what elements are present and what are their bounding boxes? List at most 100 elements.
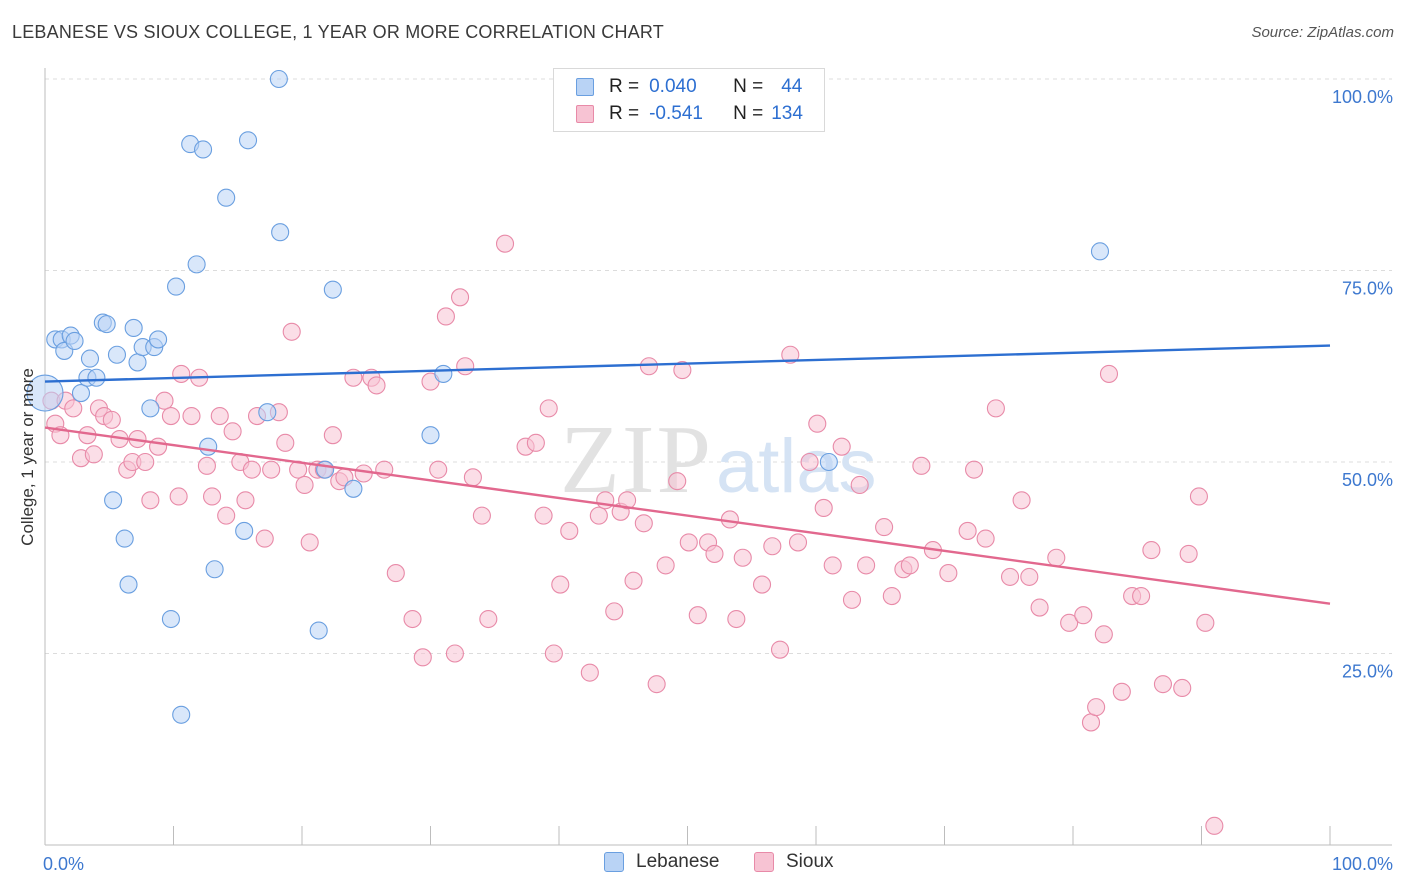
axes xyxy=(44,68,1392,846)
sioux-trend-line xyxy=(44,426,1331,605)
sioux-point xyxy=(679,533,698,552)
series-legend: Lebanese Sioux xyxy=(0,851,1406,877)
sioux-point xyxy=(605,602,624,621)
sioux-point xyxy=(842,590,862,609)
sioux-point xyxy=(64,399,83,418)
y-tick-label: 25.0% xyxy=(1342,662,1393,682)
sioux-point xyxy=(1189,487,1208,506)
sioux-point xyxy=(386,564,405,583)
sioux-point xyxy=(1142,541,1161,560)
lebanese-point xyxy=(167,277,186,296)
sioux-point xyxy=(781,345,800,364)
sioux-point xyxy=(800,452,819,472)
sioux-point xyxy=(429,460,448,479)
sioux-point xyxy=(580,663,599,682)
lebanese-point xyxy=(115,529,134,548)
lebanese-point xyxy=(187,255,206,274)
sioux-point xyxy=(526,433,545,452)
source-label: Source: ZipAtlas.com xyxy=(1251,24,1394,41)
x-tick-label-right: 100.0% xyxy=(1332,854,1393,874)
sioux-point xyxy=(323,426,342,445)
sioux-point xyxy=(300,533,319,552)
sioux-point xyxy=(900,556,919,575)
legend-item-lebanese[interactable]: Lebanese xyxy=(604,851,719,873)
y-axis-label: College, 1 year or more xyxy=(18,368,37,546)
sioux-point xyxy=(354,464,373,483)
y-tick-label: 50.0% xyxy=(1342,470,1393,490)
lebanese-point xyxy=(124,318,143,338)
legend-row-lebanese: R = 0.040 N = 44 xyxy=(576,75,802,99)
sioux-point xyxy=(986,399,1005,418)
trend-lines xyxy=(44,344,1331,605)
sioux-point xyxy=(634,514,653,533)
sioux-point xyxy=(1020,567,1039,586)
sioux-point xyxy=(84,445,103,464)
lebanese-point xyxy=(71,384,91,403)
sioux-point xyxy=(479,609,498,629)
sioux-point xyxy=(182,406,201,426)
lebanese-point xyxy=(323,280,342,299)
lebanese-point xyxy=(128,353,147,372)
sioux-point xyxy=(965,460,984,479)
sioux-point xyxy=(808,414,827,433)
sioux-point xyxy=(169,487,188,506)
sioux-point xyxy=(668,472,687,491)
legend-n-value: 44 xyxy=(781,76,803,97)
sioux-point xyxy=(763,537,782,556)
tick-labels: 100.0% 75.0% 50.0% 25.0% 0.0% 100.0% xyxy=(43,87,1393,874)
sioux-point xyxy=(203,487,222,506)
sioux-point xyxy=(539,399,558,418)
lebanese-point xyxy=(344,479,363,498)
sioux-point xyxy=(472,506,491,525)
sioux-point xyxy=(1074,606,1093,625)
lebanese-point xyxy=(238,131,258,150)
sioux-point xyxy=(752,575,772,594)
sioux-point xyxy=(639,357,659,376)
sioux-point xyxy=(276,433,295,452)
sioux-point xyxy=(451,288,470,307)
sioux-point xyxy=(958,521,977,540)
lebanese-point xyxy=(141,399,160,418)
sioux-point xyxy=(589,506,608,525)
sioux-point xyxy=(210,406,229,426)
sioux-point xyxy=(912,456,931,475)
watermark-atlas: atlas xyxy=(716,424,877,509)
sioux-point xyxy=(367,376,386,395)
legend-r-value: 0.040 xyxy=(649,76,697,97)
lebanese-point xyxy=(271,223,290,242)
sioux-point xyxy=(1047,548,1066,567)
sioux-point xyxy=(1000,567,1020,586)
sioux-point xyxy=(770,640,790,659)
sioux-point xyxy=(1179,544,1198,563)
sioux-point xyxy=(850,475,869,495)
sioux-point xyxy=(823,556,842,575)
lebanese-trend-line xyxy=(44,344,1331,383)
chart-title: LEBANESE VS SIOUX COLLEGE, 1 YEAR OR MOR… xyxy=(12,22,664,42)
sioux-point xyxy=(1087,698,1106,717)
gridlines xyxy=(45,78,1392,654)
sioux-point xyxy=(242,460,261,479)
lebanese-point xyxy=(119,575,138,594)
lebanese-swatch xyxy=(576,78,594,96)
sioux-point xyxy=(857,556,876,575)
sioux-point xyxy=(217,506,236,525)
sioux-point xyxy=(463,468,482,487)
sioux-point xyxy=(624,571,643,590)
sioux-point xyxy=(223,422,242,441)
lebanese-point xyxy=(161,609,180,629)
legend-row-sioux: R = -0.541 N = 134 xyxy=(576,102,803,126)
sioux-point xyxy=(1030,598,1049,617)
sioux-point xyxy=(647,675,666,694)
lebanese-point xyxy=(87,368,106,387)
legend-r-label: R = xyxy=(609,76,640,97)
legend-label-lebanese: Lebanese xyxy=(636,851,720,872)
legend-item-sioux[interactable]: Sioux xyxy=(754,851,834,873)
sioux-point xyxy=(295,475,314,495)
lebanese-point xyxy=(1090,242,1110,261)
sioux-point xyxy=(656,556,675,575)
sioux-point xyxy=(445,644,464,663)
sioux-point xyxy=(727,609,746,629)
lebanese-point xyxy=(199,437,218,456)
legend-r-label: R = xyxy=(609,103,640,124)
sioux-point xyxy=(149,437,168,456)
